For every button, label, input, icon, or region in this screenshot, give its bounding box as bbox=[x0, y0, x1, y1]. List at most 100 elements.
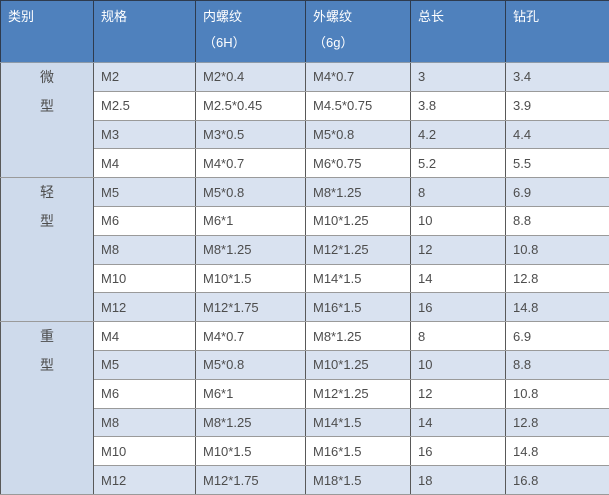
table-cell-spec: M4 bbox=[94, 149, 196, 178]
table-cell-spec: M10 bbox=[94, 264, 196, 293]
table-cell-total-length: 16 bbox=[411, 293, 506, 322]
table-cell-drill-hole: 14.8 bbox=[506, 437, 609, 466]
column-header-label: 类别 bbox=[8, 9, 34, 24]
column-header-drill-hole: 钻孔 bbox=[506, 1, 609, 63]
column-header-label: 内螺纹 bbox=[203, 9, 242, 24]
table-cell-external-thread: M16*1.5 bbox=[306, 293, 411, 322]
table-cell-external-thread: M14*1.5 bbox=[306, 264, 411, 293]
table-cell-total-length: 12 bbox=[411, 235, 506, 264]
table-cell-internal-thread: M4*0.7 bbox=[196, 322, 306, 351]
column-header-category: 类别 bbox=[1, 1, 94, 63]
table-cell-drill-hole: 12.8 bbox=[506, 408, 609, 437]
table-cell-spec: M5 bbox=[94, 350, 196, 379]
table-cell-drill-hole: 14.8 bbox=[506, 293, 609, 322]
table-cell-internal-thread: M2.5*0.45 bbox=[196, 91, 306, 120]
table-cell-drill-hole: 6.9 bbox=[506, 322, 609, 351]
table-cell-spec: M12 bbox=[94, 466, 196, 495]
table-cell-total-length: 10 bbox=[411, 206, 506, 235]
table-cell-drill-hole: 16.8 bbox=[506, 466, 609, 495]
category-label-char: 微 bbox=[1, 63, 93, 92]
table-cell-internal-thread: M8*1.25 bbox=[196, 235, 306, 264]
header-row: 类别 规格 内螺纹 （6H） 外螺纹 （6g） 总长 钻孔 bbox=[1, 1, 609, 63]
table-cell-drill-hole: 8.8 bbox=[506, 206, 609, 235]
table-cell-drill-hole: 8.8 bbox=[506, 350, 609, 379]
table-cell-external-thread: M5*0.8 bbox=[306, 120, 411, 149]
table-cell-internal-thread: M10*1.5 bbox=[196, 437, 306, 466]
category-cell: 重型 bbox=[1, 322, 94, 495]
table-cell-total-length: 8 bbox=[411, 322, 506, 351]
table-cell-spec: M2 bbox=[94, 63, 196, 92]
table-cell-external-thread: M10*1.25 bbox=[306, 350, 411, 379]
table-cell-internal-thread: M6*1 bbox=[196, 206, 306, 235]
table-cell-spec: M12 bbox=[94, 293, 196, 322]
table-cell-total-length: 5.2 bbox=[411, 149, 506, 178]
table-cell-total-length: 3.8 bbox=[411, 91, 506, 120]
table-cell-internal-thread: M3*0.5 bbox=[196, 120, 306, 149]
table-cell-spec: M8 bbox=[94, 408, 196, 437]
category-label-char: 型 bbox=[1, 92, 93, 121]
table-cell-external-thread: M14*1.5 bbox=[306, 408, 411, 437]
column-header-spec: 规格 bbox=[94, 1, 196, 63]
column-header-label: 外螺纹 bbox=[313, 9, 352, 24]
column-header-total-length: 总长 bbox=[411, 1, 506, 63]
table-cell-internal-thread: M8*1.25 bbox=[196, 408, 306, 437]
category-cell: 微型 bbox=[1, 63, 94, 178]
table-cell-internal-thread: M4*0.7 bbox=[196, 149, 306, 178]
table-cell-external-thread: M8*1.25 bbox=[306, 178, 411, 207]
table-cell-external-thread: M4.5*0.75 bbox=[306, 91, 411, 120]
table-cell-internal-thread: M6*1 bbox=[196, 379, 306, 408]
table-cell-spec: M6 bbox=[94, 379, 196, 408]
category-label-char: 型 bbox=[1, 351, 93, 380]
table-cell-total-length: 16 bbox=[411, 437, 506, 466]
table-cell-total-length: 12 bbox=[411, 379, 506, 408]
table-cell-external-thread: M8*1.25 bbox=[306, 322, 411, 351]
table-cell-external-thread: M16*1.5 bbox=[306, 437, 411, 466]
category-cell: 轻型 bbox=[1, 178, 94, 322]
table-cell-spec: M10 bbox=[94, 437, 196, 466]
table-cell-drill-hole: 3.9 bbox=[506, 91, 609, 120]
table-cell-spec: M4 bbox=[94, 322, 196, 351]
table-cell-total-length: 18 bbox=[411, 466, 506, 495]
table-cell-internal-thread: M12*1.75 bbox=[196, 466, 306, 495]
table-cell-spec: M8 bbox=[94, 235, 196, 264]
table-cell-internal-thread: M12*1.75 bbox=[196, 293, 306, 322]
table-cell-total-length: 14 bbox=[411, 264, 506, 293]
table-cell-total-length: 8 bbox=[411, 178, 506, 207]
category-label-char: 型 bbox=[1, 207, 93, 236]
table-cell-drill-hole: 12.8 bbox=[506, 264, 609, 293]
table-cell-external-thread: M4*0.7 bbox=[306, 63, 411, 92]
table-cell-external-thread: M18*1.5 bbox=[306, 466, 411, 495]
table-cell-drill-hole: 4.4 bbox=[506, 120, 609, 149]
table-cell-drill-hole: 3.4 bbox=[506, 63, 609, 92]
table-cell-spec: M2.5 bbox=[94, 91, 196, 120]
category-label-char: 轻 bbox=[1, 178, 93, 207]
column-header-sublabel: （6g） bbox=[313, 35, 410, 51]
table-cell-internal-thread: M2*0.4 bbox=[196, 63, 306, 92]
table-cell-drill-hole: 10.8 bbox=[506, 235, 609, 264]
table-cell-drill-hole: 6.9 bbox=[506, 178, 609, 207]
table-cell-external-thread: M10*1.25 bbox=[306, 206, 411, 235]
column-header-sublabel: （6H） bbox=[203, 35, 305, 51]
table-cell-external-thread: M12*1.25 bbox=[306, 235, 411, 264]
table-cell-spec: M6 bbox=[94, 206, 196, 235]
table-cell-external-thread: M12*1.25 bbox=[306, 379, 411, 408]
column-header-label: 钻孔 bbox=[513, 9, 539, 24]
table-cell-total-length: 4.2 bbox=[411, 120, 506, 149]
table-cell-external-thread: M6*0.75 bbox=[306, 149, 411, 178]
column-header-label: 总长 bbox=[418, 9, 444, 24]
table-cell-internal-thread: M5*0.8 bbox=[196, 350, 306, 379]
table-cell-total-length: 3 bbox=[411, 63, 506, 92]
table-cell-internal-thread: M5*0.8 bbox=[196, 178, 306, 207]
table-cell-spec: M5 bbox=[94, 178, 196, 207]
table-cell-internal-thread: M10*1.5 bbox=[196, 264, 306, 293]
table-cell-total-length: 14 bbox=[411, 408, 506, 437]
column-header-external-thread: 外螺纹 （6g） bbox=[306, 1, 411, 63]
table-cell-drill-hole: 5.5 bbox=[506, 149, 609, 178]
column-header-label: 规格 bbox=[101, 9, 127, 24]
table-cell-spec: M3 bbox=[94, 120, 196, 149]
